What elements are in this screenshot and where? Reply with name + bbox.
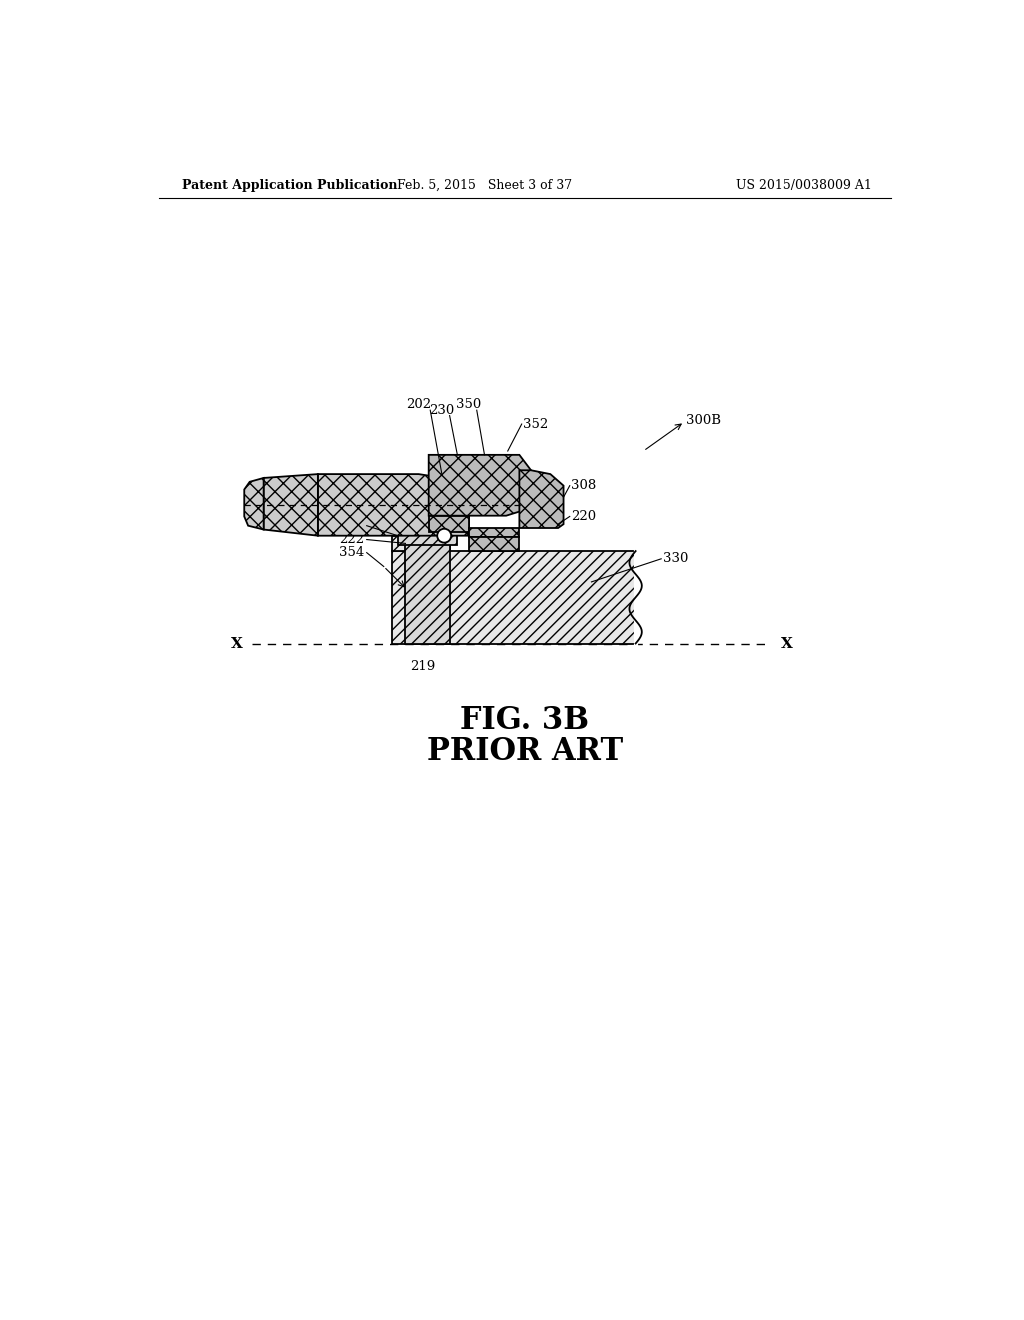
Circle shape xyxy=(437,529,452,543)
Polygon shape xyxy=(391,552,636,644)
Text: 330: 330 xyxy=(663,552,688,565)
Text: 202: 202 xyxy=(407,399,431,412)
Text: Feb. 5, 2015   Sheet 3 of 37: Feb. 5, 2015 Sheet 3 of 37 xyxy=(397,178,572,191)
Polygon shape xyxy=(263,474,317,536)
Polygon shape xyxy=(317,474,469,536)
Text: 220: 220 xyxy=(571,510,596,523)
Text: 219: 219 xyxy=(410,660,435,673)
Polygon shape xyxy=(245,478,263,529)
Text: PRIOR ART: PRIOR ART xyxy=(427,735,623,767)
Text: US 2015/0038009 A1: US 2015/0038009 A1 xyxy=(736,178,872,191)
Text: 308: 308 xyxy=(571,479,597,492)
Polygon shape xyxy=(469,528,519,537)
Text: X: X xyxy=(780,636,793,651)
Text: 230: 230 xyxy=(429,404,455,417)
Text: X: X xyxy=(230,636,243,651)
Polygon shape xyxy=(391,536,450,552)
Polygon shape xyxy=(429,455,531,516)
Text: 300B: 300B xyxy=(686,413,721,426)
Text: 224: 224 xyxy=(339,519,365,532)
Text: 352: 352 xyxy=(523,417,549,430)
Polygon shape xyxy=(519,470,563,528)
Text: 354: 354 xyxy=(339,546,365,560)
Text: 350: 350 xyxy=(457,399,481,412)
Text: Patent Application Publication: Patent Application Publication xyxy=(182,178,397,191)
Text: FIG. 3B: FIG. 3B xyxy=(461,705,589,737)
Polygon shape xyxy=(406,544,450,644)
Polygon shape xyxy=(429,516,469,532)
Text: 222: 222 xyxy=(339,533,365,546)
Polygon shape xyxy=(397,532,458,545)
Polygon shape xyxy=(469,537,519,552)
